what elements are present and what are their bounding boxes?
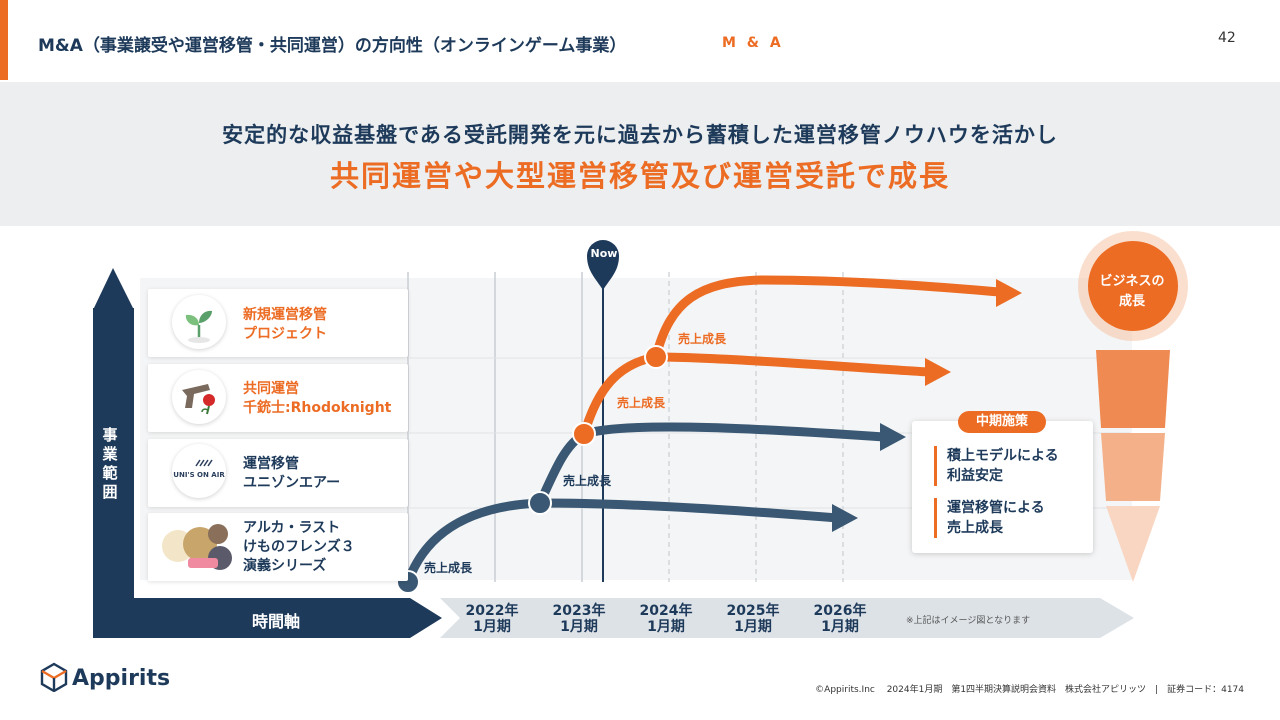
year-label: 2025年 1月期 — [713, 603, 793, 635]
milestone-dot — [528, 491, 552, 515]
year-text: 2026年 — [813, 603, 867, 619]
period-text: 1月期 — [647, 619, 685, 635]
row-label-line: 演義シリーズ — [243, 558, 327, 574]
year-label: 2026年 1月期 — [800, 603, 880, 635]
growth-label: 売上成長 — [424, 561, 473, 575]
page-number: 42 — [1218, 30, 1236, 46]
row-label-line: プロジェクト — [243, 326, 327, 342]
measure-item: 積上モデルによる 利益安定 — [934, 446, 1059, 486]
measures-title: 中期施策 — [958, 411, 1046, 433]
milestone-dot — [572, 422, 596, 446]
funnel-segment — [1101, 433, 1165, 501]
growth-curve-row2 — [579, 352, 934, 439]
sprout-icon — [172, 295, 226, 349]
growth-curve-row3 — [535, 422, 889, 508]
unisonair-logo-icon: UNI'S ON AIR — [172, 444, 226, 498]
appirits-logo-icon — [40, 662, 68, 692]
measure-item: 運営移管による 売上成長 — [934, 498, 1045, 538]
growth-label: 売上成長 — [678, 332, 727, 346]
row-label-new-project: 新規運営移管 プロジェクト — [243, 306, 327, 344]
row-label-line: けものフレンズ３ — [243, 539, 355, 555]
time-axis-label-bar — [134, 598, 442, 638]
vertical-axis-bar — [93, 308, 134, 638]
year-text: 2024年 — [639, 603, 693, 619]
row-label-line: アルカ・ラスト — [243, 520, 341, 536]
row-label-line: ユニゾンエアー — [243, 475, 341, 491]
arrow-head-row2 — [925, 358, 951, 386]
image-note: ※上記はイメージ図となります — [906, 616, 1031, 626]
milestone-dot — [644, 345, 668, 369]
game-characters-icon — [160, 518, 234, 574]
period-text: 1月期 — [473, 619, 511, 635]
measure-text: 積上モデルによる — [947, 448, 1059, 464]
measure-text: 運営移管による — [947, 500, 1045, 516]
appirits-logo-text: Appirits — [72, 666, 171, 691]
row-label-line: 運営移管 — [243, 456, 299, 472]
year-label: 2024年 1月期 — [626, 603, 706, 635]
vertical-axis-arrowhead — [93, 268, 134, 310]
period-text: 1月期 — [560, 619, 598, 635]
row-label-unison-air: 運営移管 ユニゾンエアー — [243, 455, 340, 493]
row-label-rhodoknight: 共同運営 千銃士:Rhodoknight — [243, 380, 391, 418]
funnel-segment — [1096, 350, 1170, 428]
section-tag: M & A — [722, 35, 784, 51]
now-label: Now — [590, 247, 618, 260]
arrow-head-row3 — [880, 423, 906, 451]
growth-curve-row4 — [403, 498, 843, 587]
vertical-axis-label: 事業範囲 — [102, 426, 118, 501]
headline-line2: 共同運営や大型運営移管及び運営受託で成長 — [329, 159, 950, 193]
year-text: 2022年 — [465, 603, 519, 619]
row-label-line: 千銃士:Rhodoknight — [243, 400, 392, 416]
year-label: 2022年 1月期 — [452, 603, 532, 635]
row-label-line: 共同運営 — [243, 381, 299, 397]
growth-label: 売上成長 — [617, 396, 666, 410]
business-growth-circle — [1088, 241, 1178, 331]
measures-box — [912, 421, 1093, 553]
funnel-segment — [1106, 506, 1160, 582]
headline-banner — [0, 82, 1280, 226]
time-axis-bar — [440, 598, 1134, 638]
header-accent-bar — [0, 0, 8, 80]
row-label-line: 新規運営移管 — [243, 307, 327, 323]
time-axis-label: 時間軸 — [252, 612, 301, 631]
growth-curve-row1 — [651, 275, 1005, 362]
year-text: 2023年 — [552, 603, 606, 619]
footer-text: ©Appirits.Inc 2024年1月期 第1四半期決算説明会資料 株式会社… — [815, 685, 1244, 695]
business-growth-label: ビジネスの 成長 — [1084, 272, 1180, 312]
business-growth-text: 成長 — [1118, 294, 1145, 309]
now-pin-icon — [587, 240, 619, 290]
page-title: M&A（事業譲受や運営移管・共同運営）の方向性（オンラインゲーム事業） — [38, 36, 627, 56]
growth-label: 売上成長 — [563, 474, 612, 488]
business-growth-text: ビジネスの — [1099, 274, 1165, 289]
unisonair-logo-text: UNI'S ON AIR — [173, 471, 225, 479]
year-label: 2023年 1月期 — [539, 603, 619, 635]
year-text: 2025年 — [726, 603, 780, 619]
measure-text: 利益安定 — [947, 468, 1003, 484]
gun-rose-icon — [172, 370, 226, 424]
row-label-series: アルカ・ラスト けものフレンズ３ 演義シリーズ — [243, 519, 355, 576]
period-text: 1月期 — [734, 619, 772, 635]
period-text: 1月期 — [821, 619, 859, 635]
headline-line1: 安定的な収益基盤である受託開発を元に過去から蓄積した運営移管ノウハウを活かし — [222, 123, 1058, 147]
arrow-head-row4 — [832, 504, 858, 532]
arrow-head-row1 — [996, 279, 1022, 307]
measure-text: 売上成長 — [947, 520, 1003, 536]
